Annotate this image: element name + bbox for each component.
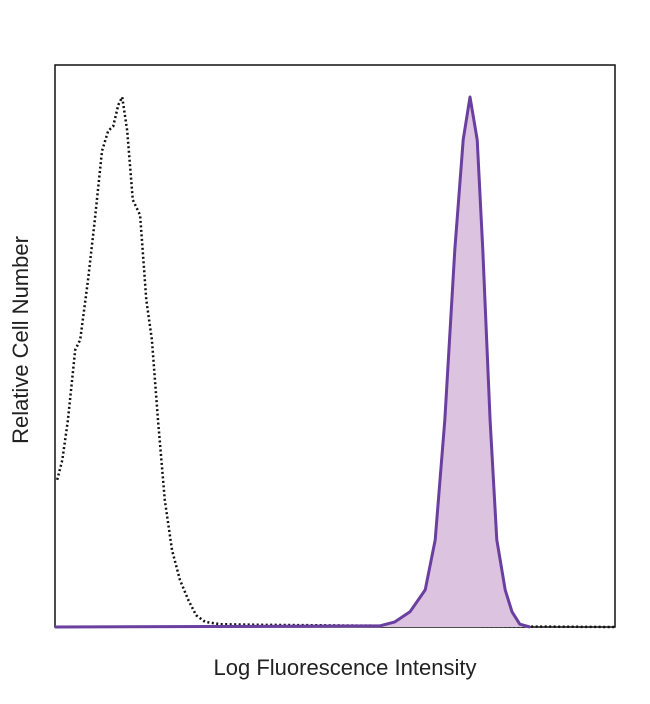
line (54, 95, 531, 629)
area (55, 97, 530, 627)
x-axis-label: Log Fluorescence Intensity (214, 655, 477, 680)
line (55, 95, 616, 629)
plot-frame (54, 64, 616, 628)
y-axis-label: Relative Cell Number (8, 236, 33, 444)
